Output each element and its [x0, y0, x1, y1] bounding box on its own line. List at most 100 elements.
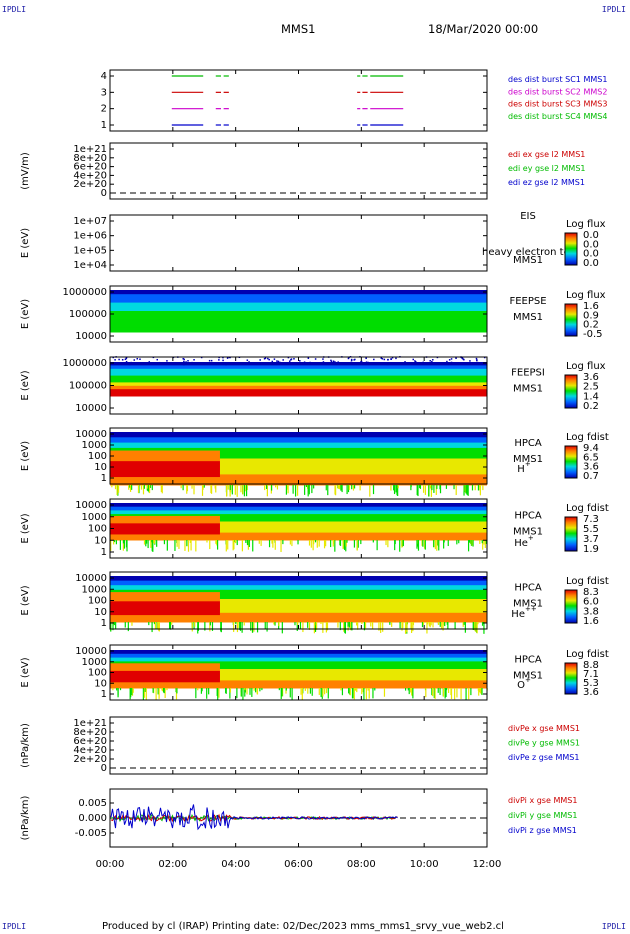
spectrogram-speck	[401, 622, 403, 631]
y-tick-label: 100000	[69, 381, 107, 392]
spectrogram-speck	[117, 485, 119, 496]
spectrogram-speck	[274, 540, 276, 550]
spectrogram-speck	[162, 688, 164, 692]
spectrogram-speck	[432, 688, 434, 697]
spectrogram-speck	[299, 622, 302, 630]
spectrogram-speck	[318, 688, 320, 695]
spectrogram-speck	[111, 485, 113, 488]
spectrogram-speck	[151, 485, 153, 491]
spectrogram-speck	[151, 540, 153, 543]
spectrogram-speck	[412, 358, 415, 361]
spectrogram-speck	[187, 360, 189, 362]
instrument-label: MMS1	[513, 527, 543, 538]
spectrogram-speck	[244, 688, 246, 691]
y-tick-label: 1	[101, 689, 107, 700]
spectrogram-speck	[417, 540, 420, 551]
spectrogram-speck	[474, 485, 476, 491]
spectrogram-speck	[325, 540, 327, 547]
spectrogram-speck	[227, 485, 229, 490]
spectrogram-band	[110, 580, 487, 586]
spectrogram-speck	[229, 688, 232, 693]
spectrogram-speck	[152, 688, 154, 693]
spectrogram-speck	[464, 485, 466, 493]
spectrogram-speck	[348, 688, 350, 694]
y-axis-label: E (eV)	[20, 370, 31, 400]
instrument-label: FEEPSI	[511, 368, 545, 379]
spectrogram-speck	[416, 540, 418, 549]
spectrogram-speck	[357, 622, 359, 630]
spectrogram-speck	[117, 688, 119, 696]
spectrogram-speck	[465, 688, 467, 700]
spectrogram-speck	[279, 361, 281, 364]
colorbar	[564, 516, 578, 552]
colorbar-tick: 8.8	[583, 660, 599, 671]
spectrogram-speck	[114, 359, 116, 361]
spectrogram-speck	[325, 485, 327, 491]
spectrogram-speck	[412, 622, 415, 626]
spectrogram-band	[110, 684, 487, 689]
spectrogram-speck	[308, 485, 310, 495]
spectrogram-speck	[273, 358, 276, 360]
spectrogram-speck	[132, 688, 134, 693]
spectrogram-speck	[137, 485, 140, 493]
spectrogram-speck	[147, 540, 149, 549]
spectrogram-speck	[313, 485, 315, 489]
spectrogram-speck	[455, 485, 457, 496]
spectrogram-speck	[234, 485, 236, 495]
spectrogram-speck	[323, 540, 326, 549]
colorbar-tick: 8.3	[583, 587, 599, 598]
spectrogram-band	[110, 458, 487, 465]
spectrogram-speck	[485, 540, 487, 544]
spectrogram-speck	[443, 540, 445, 543]
spectrogram-speck	[346, 540, 348, 543]
spectrogram-speck	[465, 485, 467, 494]
spectrogram-speck	[461, 357, 464, 360]
spectrogram-speck	[404, 361, 406, 363]
spectrogram-speck	[275, 485, 277, 488]
spectrogram-speck	[432, 622, 434, 628]
spectrogram-speck	[424, 485, 427, 495]
spectrogram-speck	[391, 622, 393, 627]
spectrogram-speck	[355, 622, 358, 626]
spectrogram-speck	[314, 540, 317, 543]
spectrogram-speck	[247, 540, 249, 550]
spectrogram-speck	[350, 622, 352, 631]
spectrogram-speck	[314, 622, 317, 632]
spectrogram-speck	[481, 622, 484, 626]
spectrogram-speck	[351, 485, 353, 490]
spectrogram-band	[110, 661, 487, 666]
spectrogram-speck	[397, 485, 399, 489]
spectrogram-speck	[304, 688, 306, 691]
spectrogram-speck	[320, 622, 322, 625]
spectrogram-speck	[394, 540, 396, 551]
colorbar	[564, 232, 578, 266]
spectrogram-band	[110, 437, 487, 444]
date-title: 18/Mar/2020 00:00	[428, 22, 539, 36]
spectrogram-speck	[194, 622, 196, 627]
spectrogram-speck	[115, 540, 117, 545]
spectrogram-band	[110, 463, 487, 470]
spectrogram-speck	[429, 622, 431, 628]
spectrogram-speck	[150, 540, 152, 548]
spectrogram-speck	[476, 622, 478, 634]
spectrogram-speck	[166, 360, 168, 362]
spectrogram-speck	[158, 622, 160, 631]
spectrogram-speck	[330, 359, 332, 362]
y-tick-label: 100000	[69, 309, 107, 320]
spectrogram-band	[110, 311, 487, 316]
y-tick-label: 10000	[75, 429, 107, 440]
panel-frame	[109, 69, 488, 132]
spectrogram-speck	[430, 622, 432, 626]
spectrogram-speck	[483, 622, 485, 634]
legend-entry: des dist burst SC4 MMS4	[508, 112, 607, 121]
spectrogram-speck	[428, 485, 430, 497]
spectrogram-speck	[343, 540, 346, 550]
spectrogram-speck	[174, 540, 176, 551]
spectrogram-speck	[445, 485, 448, 489]
spectrogram-speck	[224, 363, 226, 365]
spectrogram-speck	[191, 622, 193, 632]
spectrogram-speck	[236, 622, 239, 633]
